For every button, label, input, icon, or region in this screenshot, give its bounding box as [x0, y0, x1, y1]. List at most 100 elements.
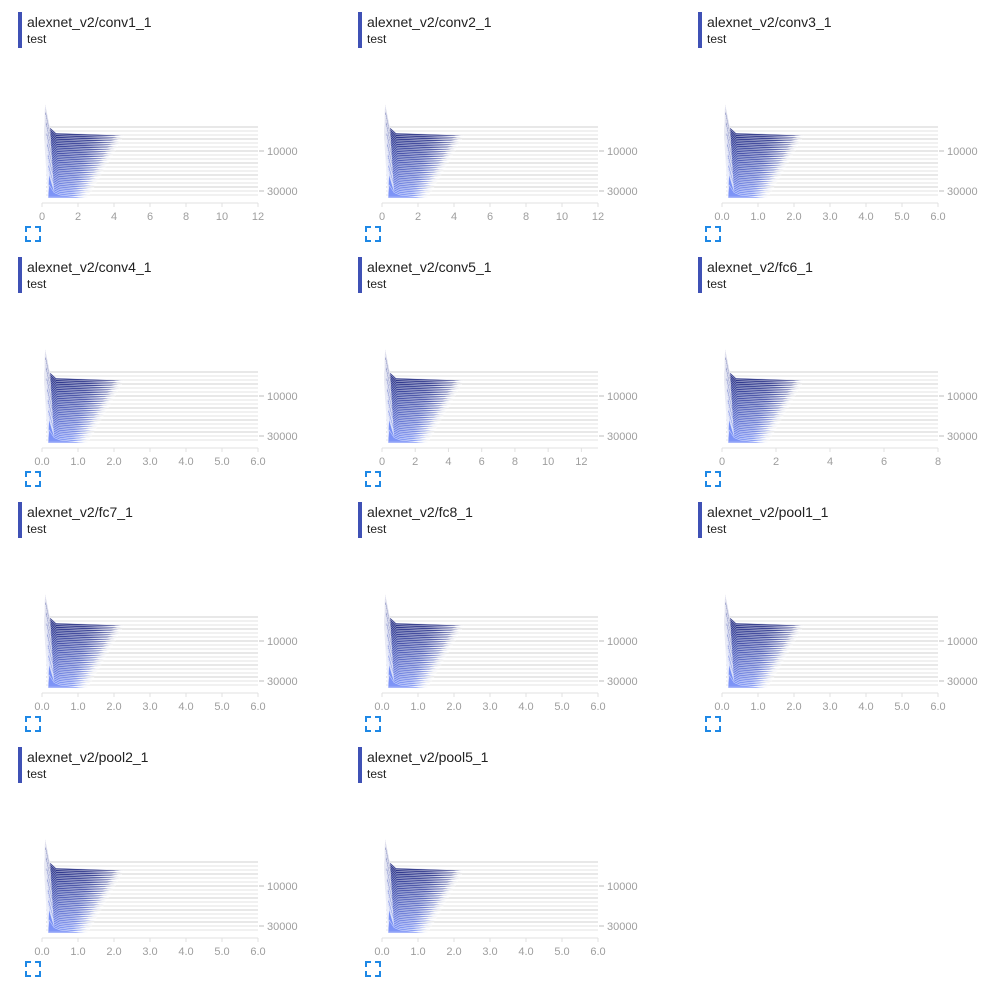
histogram-chart: 10000 30000 0.0 1.0 2.0 3.0 4.0 5.0 6.0: [34, 594, 298, 713]
step-guide-line: [46, 182, 258, 184]
x-tick-label: 6.0: [930, 211, 945, 223]
step-guide-line: [46, 897, 258, 899]
fullscreen-icon[interactable]: [25, 716, 41, 732]
step-guide-line: [726, 435, 938, 437]
step-guide-line: [46, 431, 258, 433]
histogram-step-35: [387, 429, 429, 444]
histogram-step-35: [47, 429, 89, 444]
x-tick-label: 5.0: [554, 701, 569, 713]
step-guide-line: [386, 632, 598, 634]
histogram-series: [43, 594, 125, 689]
step-guide-line: [386, 411, 598, 413]
step-guide-line: [46, 865, 258, 867]
fullscreen-icon[interactable]: [25, 226, 41, 242]
step-guide-line: [46, 885, 258, 887]
fullscreen-icon[interactable]: [365, 471, 381, 487]
step-guide-line: [46, 190, 258, 192]
step-guide-line: [386, 905, 598, 907]
x-tick-label: 4.0: [858, 211, 873, 223]
card-title: alexnet_v2/conv1_1: [27, 14, 152, 30]
step-guide-line: [46, 905, 258, 907]
step-guide-line: [46, 419, 258, 421]
x-tick-label: 3.0: [822, 701, 837, 713]
step-tick-label: 30000: [607, 431, 638, 443]
fullscreen-icon[interactable]: [365, 716, 381, 732]
x-tick-label: 6.0: [250, 946, 265, 958]
fullscreen-icon[interactable]: [705, 716, 721, 732]
step-guide-line: [386, 435, 598, 437]
histogram-card: alexnet_v2/pool1_1 test 10000 30000 0.0 1.0 2.…: [698, 502, 1002, 742]
step-guide-line: [46, 403, 258, 405]
fullscreen-icon[interactable]: [365, 226, 381, 242]
step-guide-line: [386, 399, 598, 401]
step-tick-label: 10000: [267, 391, 298, 403]
step-guide-line: [46, 423, 258, 425]
histogram-chart: 10000 30000 0.0 1.0 2.0 3.0 4.0 5.0 6.0: [374, 594, 638, 713]
histogram-card: alexnet_v2/pool2_1 test 10000 30000 0.0 1.0 2.…: [18, 747, 348, 987]
fullscreen-icon[interactable]: [705, 471, 721, 487]
step-tick-label: 30000: [267, 186, 298, 198]
step-guide-line: [46, 913, 258, 915]
step-guide-line: [386, 166, 598, 168]
step-guide-line: [386, 174, 598, 176]
step-guide-line: [726, 383, 938, 385]
step-guide-line: [726, 684, 938, 686]
x-tick-label: 2: [773, 456, 779, 468]
x-tick-label: 6: [487, 211, 493, 223]
fullscreen-icon[interactable]: [25, 961, 41, 977]
step-guide-line: [46, 889, 258, 891]
step-guide-line: [386, 881, 598, 883]
step-guide-line: [726, 387, 938, 389]
step-guide-line: [386, 640, 598, 642]
histogram-step-0: [43, 605, 125, 627]
histogram-card: alexnet_v2/conv2_1 test 10000 30000 0 2 4 6 8 10 1…: [358, 12, 688, 252]
x-tick-label: 2: [412, 456, 418, 468]
step-guide-line: [46, 158, 258, 160]
step-guide-line: [386, 660, 598, 662]
histogram-step-0: [43, 850, 125, 872]
step-guide-line: [386, 925, 598, 927]
card-title: alexnet_v2/fc8_1: [367, 504, 473, 520]
histogram-step-0: [383, 360, 465, 382]
step-guide-line: [386, 917, 598, 919]
step-tick-label: 30000: [267, 921, 298, 933]
card-accent-bar: [18, 502, 22, 538]
histogram-step-35: [47, 184, 89, 199]
x-tick-label: 2.0: [446, 946, 461, 958]
step-guide-line: [386, 150, 598, 152]
x-tick-label: 6.0: [930, 701, 945, 713]
card-title: alexnet_v2/conv4_1: [27, 259, 152, 275]
run-label: test: [707, 32, 727, 46]
card-accent-bar: [18, 747, 22, 783]
step-tick-label: 30000: [947, 186, 978, 198]
run-label: test: [27, 277, 47, 291]
step-guide-line: [386, 620, 598, 622]
step-guide-line: [386, 652, 598, 654]
step-guide-line: [46, 921, 258, 923]
x-tick-label: 5.0: [214, 456, 229, 468]
histogram-series: [383, 349, 465, 444]
histogram-series: [383, 104, 465, 199]
card-title: alexnet_v2/pool5_1: [367, 749, 489, 765]
step-guide-line: [726, 411, 938, 413]
fullscreen-icon[interactable]: [705, 226, 721, 242]
step-tick-label: 10000: [267, 881, 298, 893]
histogram-series: [723, 349, 805, 444]
step-guide-line: [46, 435, 258, 437]
x-tick-label: 2.0: [106, 701, 121, 713]
step-guide-line: [46, 138, 258, 140]
histogram-step-0: [383, 115, 465, 137]
step-guide-line: [386, 648, 598, 650]
x-tick-label: 0: [379, 456, 385, 468]
x-tick-label: 0: [379, 211, 385, 223]
fullscreen-icon[interactable]: [25, 471, 41, 487]
step-guide-lines: [46, 126, 258, 196]
x-tick-label: 4: [445, 456, 451, 468]
histogram-step-35: [727, 429, 769, 444]
step-guide-line: [386, 909, 598, 911]
step-guide-line: [386, 668, 598, 670]
histogram-step-35: [387, 674, 429, 689]
x-tick-label: 8: [183, 211, 189, 223]
fullscreen-icon[interactable]: [365, 961, 381, 977]
x-tick-label: 0.0: [34, 701, 49, 713]
